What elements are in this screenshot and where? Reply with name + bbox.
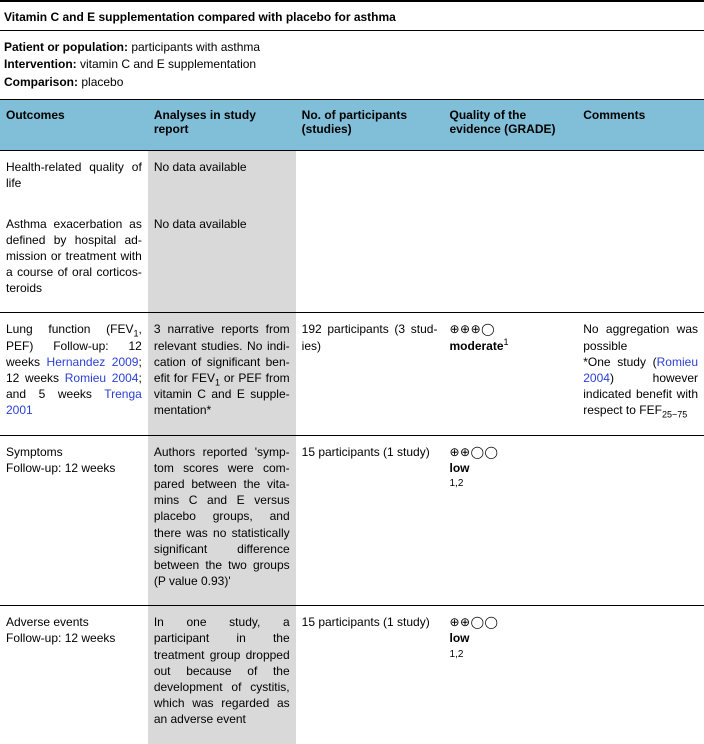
grade-cell — [443, 151, 577, 208]
meta-value: participants with asthma — [128, 40, 260, 54]
participants-cell: 15 participants (1 study) — [296, 606, 444, 744]
outcome-cell: Lung function (FEV1, PEF) Follow-up: 12 … — [0, 313, 148, 435]
outcome-cell: Adverse events Follow-up: 12 weeks — [0, 606, 148, 744]
meta-label: Comparison: — [4, 75, 78, 89]
table-row: Symptoms Follow-up: 12 weeks Authors rep… — [0, 435, 704, 606]
comments-cell — [577, 606, 704, 744]
meta-label: Intervention: — [4, 57, 77, 71]
outcome-cell: Symptoms Follow-up: 12 weeks — [0, 435, 148, 606]
text: Lung function (FEV — [6, 322, 133, 336]
grade-symbols: ⊕⊕⊕◯ — [449, 322, 495, 336]
text: Follow-up: 12 weeks — [6, 631, 115, 645]
participants-cell — [296, 208, 444, 313]
header-row: Outcomes Analyses in study report No. of… — [0, 100, 704, 151]
col-comments: Comments — [577, 100, 704, 151]
text: *One study ( — [583, 355, 656, 369]
col-participants: No. of participants (studies) — [296, 100, 444, 151]
table-container: Vitamin C and E supplementation compared… — [0, 0, 704, 744]
analysis-cell: In one study, a participant in the treat… — [148, 606, 296, 744]
meta-block: Patient or population: participants with… — [0, 31, 704, 100]
participants-cell: 192 participants (3 stud­ies) — [296, 313, 444, 435]
analysis-cell: No data available — [148, 208, 296, 313]
grade-symbols: ⊕⊕◯◯ — [449, 615, 498, 629]
sub: 25−75 — [662, 410, 687, 420]
col-grade: Quality of the evidence (GRADE) — [443, 100, 577, 151]
analysis-cell: 3 narrative reports from relevant studie… — [148, 313, 296, 435]
grade-cell — [443, 208, 577, 313]
col-outcomes: Outcomes — [0, 100, 148, 151]
table-row: Health-related quality of life No data a… — [0, 151, 704, 208]
grade-sup: 1 — [504, 337, 509, 347]
grade-text: low — [449, 631, 469, 645]
text: Symptoms — [6, 445, 63, 459]
meta-line-intervention: Intervention: vitamin C and E supplement… — [4, 56, 700, 73]
grade-cell: ⊕⊕⊕◯ moderate1 — [443, 313, 577, 435]
grade-table: Outcomes Analyses in study report No. of… — [0, 100, 704, 743]
grade-text: moderate — [449, 339, 503, 353]
meta-value: vitamin C and E supplementation — [77, 57, 256, 71]
comments-cell — [577, 435, 704, 606]
participants-cell — [296, 151, 444, 208]
comments-cell — [577, 208, 704, 313]
grade-text: low — [449, 461, 469, 475]
table-title: Vitamin C and E supplementation compared… — [0, 0, 704, 31]
table-row: Adverse events Follow-up: 12 weeks In on… — [0, 606, 704, 744]
text: Adverse events — [6, 615, 89, 629]
table-row: Asthma exacerbation as defined by hospit… — [0, 208, 704, 313]
table-row: Lung function (FEV1, PEF) Follow-up: 12 … — [0, 313, 704, 435]
meta-value: placebo — [78, 75, 123, 89]
meta-line-population: Patient or population: participants with… — [4, 39, 700, 56]
text: No aggregation was pos­sible — [583, 322, 698, 352]
meta-line-comparison: Comparison: placebo — [4, 74, 700, 91]
grade-cell: ⊕⊕◯◯ low 1,2 — [443, 606, 577, 744]
text: Follow-up: 12 weeks — [6, 461, 115, 475]
grade-symbols: ⊕⊕◯◯ — [449, 445, 498, 459]
study-link[interactable]: Romieu 2004 — [65, 371, 139, 385]
analysis-cell: Authors reported 'symp­tom scores were c… — [148, 435, 296, 606]
meta-label: Patient or population: — [4, 40, 128, 54]
participants-cell: 15 participants (1 study) — [296, 435, 444, 606]
col-analysis: Analyses in study report — [148, 100, 296, 151]
grade-footnote: 1,2 — [449, 648, 571, 662]
study-link[interactable]: Hernandez 2009 — [47, 355, 139, 369]
comments-cell: No aggregation was pos­sible *One study … — [577, 313, 704, 435]
outcome-cell: Asthma exacerbation as defined by hospit… — [0, 208, 148, 313]
outcome-cell: Health-related quality of life — [0, 151, 148, 208]
analysis-cell: No data available — [148, 151, 296, 208]
grade-footnote: 1,2 — [449, 477, 571, 491]
grade-cell: ⊕⊕◯◯ low 1,2 — [443, 435, 577, 606]
comments-cell — [577, 151, 704, 208]
